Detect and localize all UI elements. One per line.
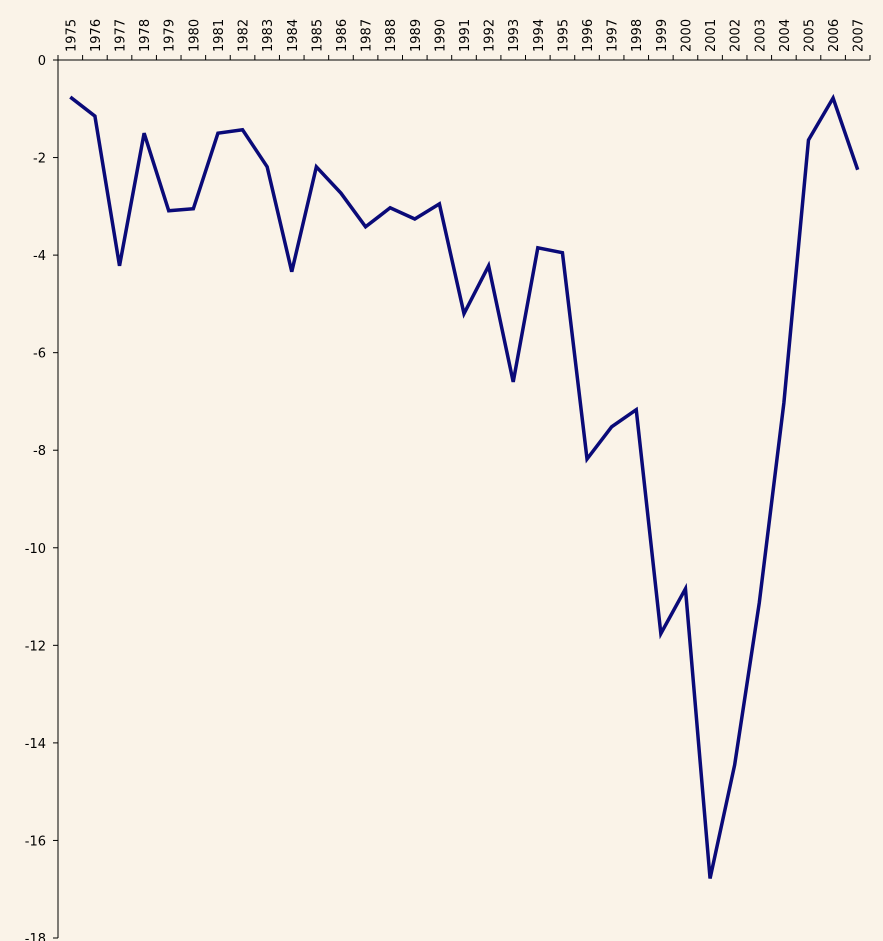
x-tick-label: 1975 <box>64 19 79 52</box>
y-tick-label: -10 <box>25 542 46 557</box>
y-tick-label: -8 <box>33 444 46 459</box>
x-tick-label: 1996 <box>581 19 596 52</box>
x-tick-label: 1994 <box>532 19 547 52</box>
x-tick-label: 1981 <box>212 19 227 52</box>
x-tick-label: 2005 <box>802 19 817 52</box>
x-tick-label: 2006 <box>827 19 842 52</box>
x-tick-label: 1992 <box>483 19 498 52</box>
x-tick-label: 1980 <box>187 19 202 52</box>
x-tick-label: 1999 <box>655 19 670 52</box>
x-tick-label: 1976 <box>89 19 104 52</box>
x-tick-label: 1977 <box>114 19 129 52</box>
x-tick-label: 1997 <box>606 19 621 52</box>
y-tick-label: 0 <box>38 54 46 69</box>
x-tick-label: 1990 <box>433 19 448 52</box>
x-tick-label: 2007 <box>852 19 867 52</box>
x-tick-label: 1985 <box>310 19 325 52</box>
x-tick-label: 1998 <box>630 19 645 52</box>
x-tick-label: 1995 <box>556 19 571 52</box>
y-tick-label: -4 <box>33 249 46 264</box>
x-tick-label: 2000 <box>679 19 694 52</box>
y-tick-label: -18 <box>25 932 46 941</box>
y-tick-label: -14 <box>25 737 46 752</box>
x-tick-label: 1983 <box>261 19 276 52</box>
x-tick-label: 1986 <box>335 19 350 52</box>
x-tick-label: 1982 <box>237 19 252 52</box>
x-tick-label: 1991 <box>458 19 473 52</box>
y-tick-label: -16 <box>25 834 46 849</box>
x-tick-label: 1989 <box>409 19 424 52</box>
x-tick-label: 2001 <box>704 19 719 52</box>
x-tick-label: 2002 <box>729 19 744 52</box>
y-tick-label: -6 <box>33 347 46 362</box>
y-tick-label: -2 <box>33 152 46 167</box>
x-tick-label: 2004 <box>778 19 793 52</box>
line-series <box>69 93 860 879</box>
x-tick-label: 1988 <box>384 19 399 52</box>
y-tick-label: -12 <box>25 639 46 654</box>
x-tick-label: 1978 <box>138 19 153 52</box>
x-tick-label: 1984 <box>286 19 301 52</box>
x-tick-label: 2003 <box>753 19 768 52</box>
x-tick-label: 1979 <box>163 19 178 52</box>
x-tick-label: 1993 <box>507 19 522 52</box>
x-tick-label: 1987 <box>360 19 375 52</box>
